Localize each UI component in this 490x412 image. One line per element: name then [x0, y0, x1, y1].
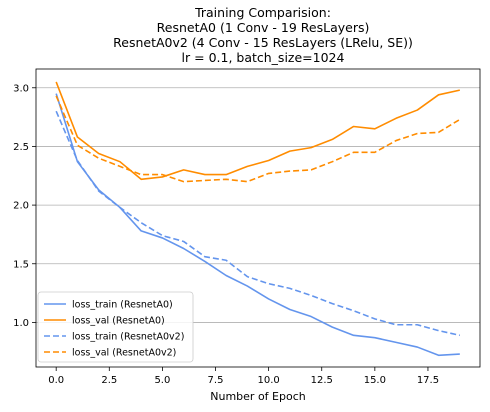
x-axis-label: Number of Epoch: [210, 390, 305, 403]
legend-label-2: loss_val (ResnetA0): [72, 316, 165, 327]
legend-label-4: loss_val (ResnetA0v2): [72, 348, 176, 359]
x-tick-label: 7.5: [208, 375, 224, 386]
x-axis: 0.0 2.5 5.0 7.5 10.0 12.5 15.0 17.5: [48, 367, 439, 386]
y-tick-label: 2.5: [13, 142, 29, 153]
series-line-4: [55, 95, 461, 183]
x-tick-label: 15.0: [364, 375, 386, 386]
plot-frame: [35, 68, 481, 368]
title-line-3: ResnetA0v2 (4 Conv - 15 ResLayers (LRelu…: [113, 35, 413, 50]
x-tick-label: 12.5: [311, 375, 333, 386]
x-tick-label: 10.0: [257, 375, 279, 386]
title-line-2: ResnetA0 (1 Conv - 19 ResLayers): [157, 20, 370, 35]
series-line-3: [55, 110, 460, 337]
y-tick-label: 1.0: [13, 318, 29, 329]
series-lines: [55, 81, 461, 357]
series-line-1: [55, 93, 460, 357]
title-line-1: Training Comparision:: [194, 5, 331, 20]
legend-label-1: loss_train (ResnetA0): [72, 300, 173, 311]
x-tick-label: 17.5: [417, 375, 439, 386]
y-tick-label: 3.0: [13, 83, 29, 94]
series-line-2: [55, 81, 460, 181]
title-line-4: lr = 0.1, batch_size=1024: [182, 50, 345, 65]
chart-title: Training Comparision: ResnetA0 (1 Conv -…: [113, 5, 413, 65]
y-axis: 1.0 1.5 2.0 2.5 3.0: [13, 83, 36, 329]
x-tick-label: 0.0: [48, 375, 64, 386]
legend: loss_train (ResnetA0) loss_val (ResnetA0)…: [37, 291, 194, 363]
y-tick-label: 2.0: [13, 201, 29, 212]
legend-box: [37, 291, 194, 363]
y-tick-label: 1.5: [13, 259, 29, 270]
legend-label-3: loss_train (ResnetA0v2): [72, 332, 184, 343]
x-tick-label: 5.0: [154, 375, 170, 386]
x-tick-label: 2.5: [101, 375, 117, 386]
